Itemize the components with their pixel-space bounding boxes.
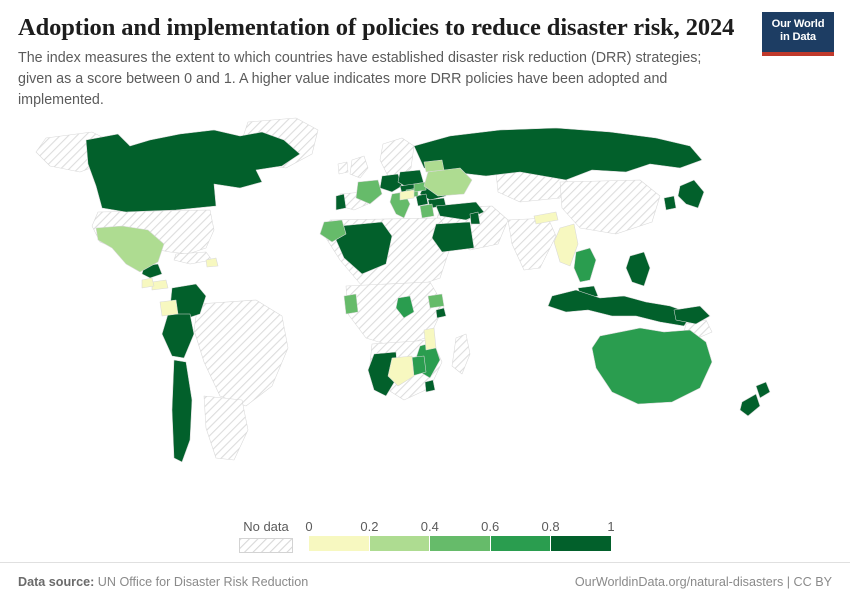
country-philippines[interactable] (625, 251, 651, 287)
country-south-korea[interactable] (663, 195, 677, 211)
country-austria[interactable] (399, 189, 415, 201)
legend-no-data-label: No data (243, 519, 289, 534)
country-costa-rica[interactable] (141, 277, 155, 289)
legend-ticks: 0 0.2 0.4 0.6 0.8 1 (305, 519, 615, 536)
country-papua-new-guinea[interactable] (673, 305, 711, 325)
country-germany[interactable] (379, 173, 403, 193)
data-source: Data source: UN Office for Disaster Risk… (18, 575, 308, 589)
legend-bin-1[interactable] (368, 536, 430, 551)
country-cameroon[interactable] (395, 295, 415, 319)
country-mexico[interactable] (95, 225, 165, 273)
chart-subtitle: The index measures the extent to which c… (18, 50, 702, 108)
legend-bin-3[interactable] (489, 536, 551, 551)
country-chile[interactable] (171, 359, 193, 463)
country-thailand[interactable] (573, 247, 597, 283)
country-new-zealand[interactable] (739, 381, 771, 417)
legend-tick-0-8: 0.8 (541, 519, 560, 534)
country-ghana[interactable] (343, 293, 359, 315)
country-uk-ireland[interactable] (337, 155, 369, 179)
world-map[interactable] (0, 110, 850, 600)
country-australia[interactable] (591, 327, 713, 405)
chart-header: Adoption and implementation of policies … (0, 0, 850, 110)
country-cuba[interactable] (173, 251, 213, 265)
country-france[interactable] (355, 179, 383, 205)
country-china[interactable] (559, 179, 661, 235)
attribution-link[interactable]: OurWorldinData.org/natural-disasters | C… (574, 574, 832, 589)
countries-bin-1 (95, 159, 473, 273)
country-madagascar[interactable] (451, 333, 471, 375)
country-japan[interactable] (677, 179, 705, 209)
country-uganda[interactable] (427, 293, 445, 309)
world-map-svg[interactable] (0, 110, 850, 505)
country-myanmar[interactable] (553, 223, 579, 267)
legend-tick-0-6: 0.6 (481, 519, 500, 534)
hatch-swatch-icon (240, 539, 292, 552)
legend-bin-4[interactable] (550, 536, 611, 551)
country-belarus[interactable] (423, 159, 445, 173)
country-brazil[interactable] (193, 299, 289, 407)
page-title: Adoption and implementation of policies … (18, 14, 735, 41)
legend-bin-2[interactable] (429, 536, 490, 551)
country-russia[interactable] (413, 127, 703, 181)
countries-bin-3 (395, 247, 713, 405)
owid-logo[interactable]: Our World in Data (762, 12, 834, 56)
country-eswatini[interactable] (424, 379, 436, 393)
data-source-name: UN Office for Disaster Risk Reduction (97, 574, 309, 589)
country-india-region[interactable] (507, 217, 557, 271)
legend-tick-0-4: 0.4 (420, 519, 439, 534)
owid-logo-line2: in Data (780, 31, 816, 43)
country-greece[interactable] (419, 203, 435, 219)
owid-logo-line1: Our World (771, 18, 825, 31)
countries-bin-0 (141, 189, 579, 387)
country-ecuador[interactable] (159, 299, 179, 317)
country-peru[interactable] (161, 313, 195, 359)
legend-bin-0[interactable] (309, 536, 369, 551)
country-egypt[interactable] (431, 221, 475, 253)
country-israel[interactable] (469, 211, 481, 225)
country-serbia[interactable] (415, 193, 429, 207)
country-rwanda[interactable] (435, 307, 447, 319)
chart-footer: Data source: UN Office for Disaster Risk… (0, 562, 850, 600)
legend-bins[interactable] (309, 536, 611, 551)
map-legend: No data 0 0.2 0.4 0.6 (0, 519, 850, 553)
country-canada[interactable] (85, 129, 301, 213)
country-nepal[interactable] (533, 211, 559, 225)
countries-bin-2 (319, 179, 445, 315)
legend-color-scale[interactable]: 0 0.2 0.4 0.6 0.8 1 (305, 519, 615, 551)
countries-bin-4 (85, 127, 771, 463)
legend-no-data-swatch[interactable] (239, 538, 293, 553)
country-namibia[interactable] (367, 351, 399, 397)
country-argentina[interactable] (203, 395, 249, 461)
legend-no-data[interactable]: No data (239, 519, 293, 553)
country-indonesia[interactable] (547, 289, 693, 327)
country-portugal[interactable] (335, 193, 347, 211)
country-botswana[interactable] (387, 355, 415, 387)
country-hungary[interactable] (413, 181, 427, 193)
country-panama[interactable] (151, 279, 169, 291)
country-malawi[interactable] (423, 327, 437, 351)
legend-tick-0-2: 0.2 (360, 519, 379, 534)
country-dominican-republic[interactable] (205, 257, 219, 268)
legend-tick-0: 0 (305, 519, 313, 534)
data-source-label: Data source: (18, 574, 95, 589)
country-morocco[interactable] (319, 219, 347, 243)
country-algeria[interactable] (335, 221, 393, 275)
legend-tick-1: 1 (607, 519, 615, 534)
country-ukraine[interactable] (423, 167, 473, 197)
